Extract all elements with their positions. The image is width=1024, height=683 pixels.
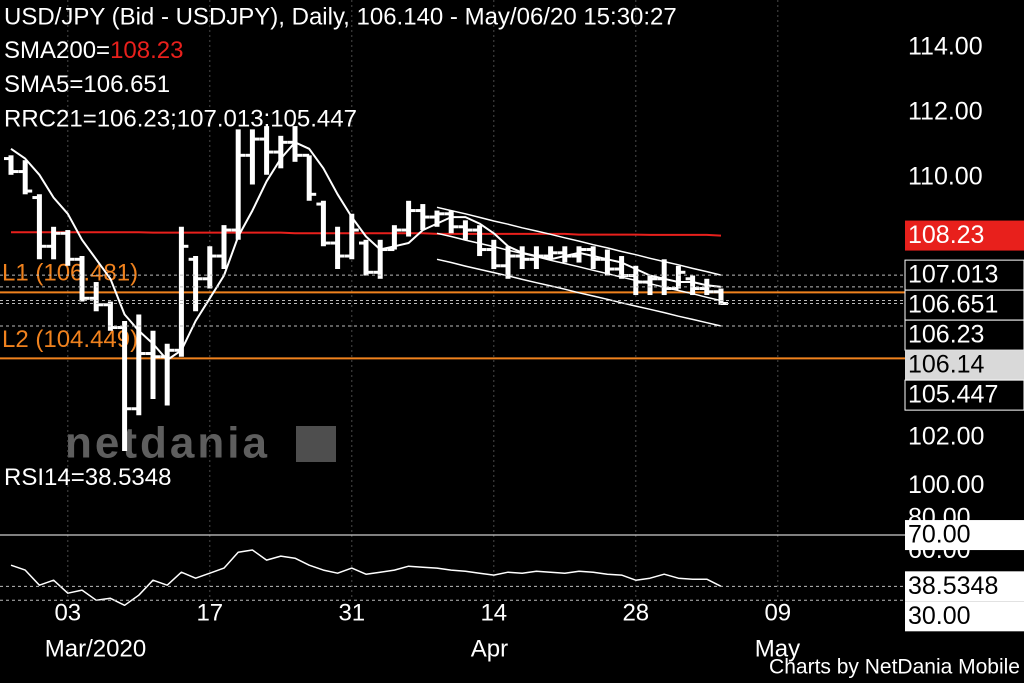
rsi-label: 70.00 (908, 521, 971, 549)
y-tick-label: 112.00 (908, 98, 983, 126)
sma-line (11, 231, 722, 237)
y-tick-label: 114.00 (908, 33, 983, 61)
rsi-line (10, 549, 722, 607)
price-label: 106.651 (908, 291, 998, 319)
rsi-plot (10, 549, 722, 607)
price-label-box (904, 319, 1024, 351)
price-plot: L1 (106.481)L2 (104.449) (0, 126, 905, 452)
rsi-label: 30.00 (908, 602, 971, 630)
x-group-label: May (755, 635, 800, 662)
x-tick-label: 31 (338, 599, 365, 626)
watermark: netdania (65, 419, 270, 468)
x-group-label: Apr (471, 635, 508, 662)
x-tick-label: 03 (54, 599, 81, 626)
legend-name: RSI14= (4, 464, 85, 491)
watermark-icon (296, 426, 336, 462)
channel-lower (436, 258, 722, 327)
credit: Charts by NetDania Mobile (769, 656, 1020, 679)
rsi-label-box (905, 601, 1024, 632)
y-tick-label: 102.00 (908, 423, 984, 451)
y-tick-label: 100.00 (908, 471, 984, 499)
legend-value: 108.23 (110, 37, 183, 64)
channel-upper (436, 206, 722, 276)
x-tick-label: 17 (196, 599, 223, 626)
price-label-box (904, 379, 1024, 411)
legend-entry: RSI14=38.5348 (4, 464, 171, 491)
price-label-box (905, 350, 1024, 381)
x-tick-label: 28 (622, 599, 649, 626)
price-label-box (904, 259, 1024, 291)
price-label: 105.447 (908, 381, 998, 409)
x-group-label: Mar/2020 (45, 635, 146, 662)
chart-title: USD/JPY (Bid - USDJPY), Daily, 106.140 -… (4, 3, 677, 30)
price-label-box (904, 289, 1024, 321)
legend-value: 38.5348 (85, 464, 172, 491)
legend-entry: RRC21=106.23;107.013;105.447 (4, 105, 357, 132)
rsi-label: 38.5348 (908, 572, 998, 600)
x-tick-label: 09 (764, 599, 791, 626)
price-label: 106.23 (908, 321, 984, 349)
legend-value: 106.651 (83, 71, 170, 98)
watermark-grid (296, 426, 336, 462)
level-label: L2 (104.449) (2, 326, 138, 353)
price-label: 107.013 (908, 261, 998, 289)
price-label-box (905, 220, 1024, 251)
legend-entry: SMA200=108.23 (4, 37, 183, 64)
price-label: 106.14 (908, 351, 985, 379)
legend-name: SMA200= (4, 37, 110, 64)
rsi-label-box (905, 571, 1024, 602)
y-tick-label: 110.00 (908, 163, 983, 191)
x-tick-label: 14 (480, 599, 507, 626)
legend-name: SMA5= (4, 71, 83, 98)
rsi-label-box (905, 520, 1024, 551)
price-label: 108.23 (908, 221, 984, 249)
legend-entry: SMA5=106.651 (4, 71, 170, 98)
